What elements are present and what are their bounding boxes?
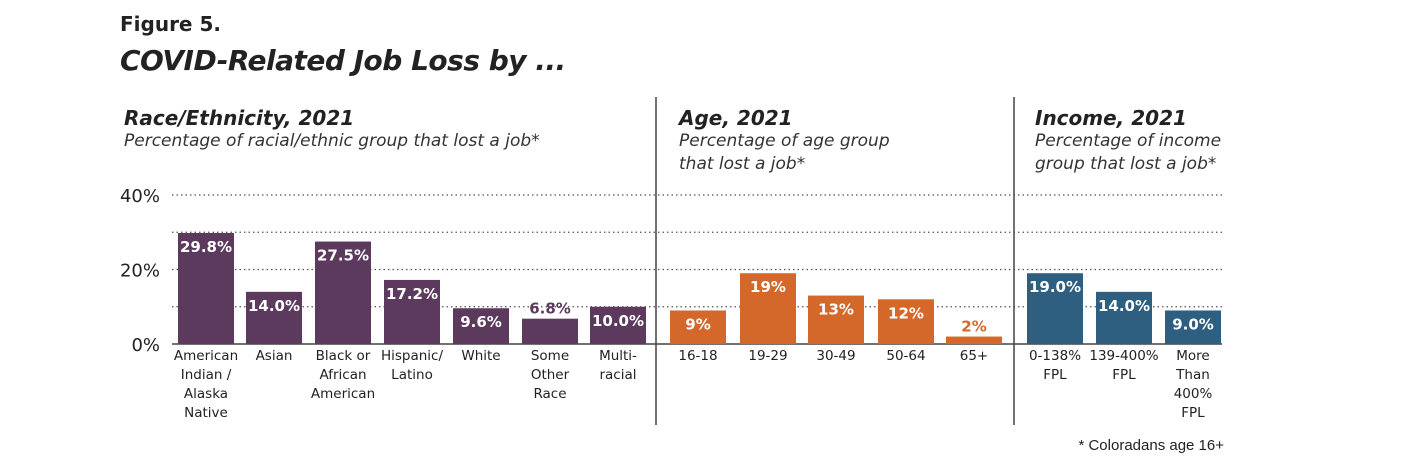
x-tick-label: 400% — [1174, 386, 1213, 402]
x-tick-label: Latino — [391, 367, 433, 383]
figure-label: Figure 5. — [120, 12, 221, 36]
age-panel-header: Age, 2021 Percentage of age group that l… — [679, 106, 890, 176]
bar — [808, 295, 864, 344]
footnote: * Coloradans age 16+ — [1078, 437, 1224, 454]
x-tick-label: American — [311, 386, 375, 402]
age-panel-title: Age, 2021 — [679, 106, 793, 130]
data-label: 12% — [888, 304, 924, 322]
race-panel-title: Race/Ethnicity, 2021 — [124, 106, 355, 130]
bar — [1027, 273, 1083, 344]
data-label: 27.5% — [317, 247, 369, 265]
bar — [878, 299, 934, 344]
bar — [453, 308, 509, 344]
x-tick-label: FPL — [1181, 405, 1205, 421]
x-tick-label: 65+ — [960, 348, 989, 364]
income-panel-subtitle-line-2: group that lost a job* — [1035, 154, 1217, 174]
x-tick-label: African — [319, 367, 366, 383]
data-label: 13% — [818, 301, 854, 319]
bar — [1096, 291, 1152, 344]
x-tick-label: FPL — [1112, 367, 1136, 383]
x-tick-label: Than — [1175, 367, 1210, 383]
data-label: 14.0% — [1098, 297, 1150, 315]
age-panel-subtitle-line-1: Percentage of age group — [679, 131, 890, 151]
data-label: 9.0% — [1172, 315, 1214, 333]
x-tick-label: Hispanic/ — [381, 348, 444, 364]
x-tick-label: Asian — [256, 348, 293, 364]
data-label: 19% — [750, 278, 786, 296]
data-label: 17.2% — [386, 285, 438, 303]
data-label: 14.0% — [248, 297, 300, 315]
bar — [246, 291, 302, 344]
bar — [670, 310, 726, 344]
x-tick-label: 0-138% — [1029, 348, 1081, 364]
race-panel-subtitle: Percentage of racial/ethnic group that l… — [124, 131, 540, 151]
x-tick-label: Multi- — [599, 348, 637, 364]
bar — [178, 232, 234, 344]
x-tick-label: Indian / — [181, 367, 232, 383]
bar — [740, 273, 796, 344]
race-panel-header: Race/Ethnicity, 2021 Percentage of racia… — [124, 106, 540, 153]
data-label: 29.8% — [180, 238, 232, 256]
bar — [590, 306, 646, 344]
x-tick-label: Some — [531, 348, 569, 364]
data-label: 6.8% — [529, 300, 571, 318]
x-tick-label: FPL — [1043, 367, 1067, 383]
x-tick-label: Native — [184, 405, 228, 421]
y-tick-label: 40% — [120, 186, 160, 207]
bar — [315, 241, 371, 344]
income-panel-header: Income, 2021 Percentage of income group … — [1035, 106, 1221, 176]
x-tick-label: 50-64 — [886, 348, 925, 364]
data-label: 19.0% — [1029, 278, 1081, 296]
bar — [946, 336, 1002, 344]
x-tick-label: More — [1176, 348, 1209, 364]
data-label: 9% — [685, 315, 710, 333]
income-panel-subtitle-line-1: Percentage of income — [1035, 131, 1222, 151]
y-tick-label: 0% — [131, 335, 160, 356]
x-tick-label: Alaska — [184, 386, 228, 402]
age-panel-subtitle-line-2: that lost a job* — [679, 154, 806, 174]
bar — [384, 279, 440, 344]
y-tick-label: 20% — [120, 261, 160, 282]
chart-title: COVID-Related Job Loss by ... — [120, 44, 566, 77]
data-label: 2% — [961, 318, 986, 336]
x-tick-label: White — [461, 348, 500, 364]
x-tick-label: 139-400% — [1089, 348, 1158, 364]
data-label: 10.0% — [592, 312, 644, 330]
x-tick-label: racial — [599, 367, 636, 383]
x-tick-label: 19-29 — [748, 348, 787, 364]
data-label: 9.6% — [460, 313, 502, 331]
bar — [1165, 310, 1221, 344]
x-tick-label: American — [174, 348, 238, 364]
bar — [522, 318, 578, 344]
x-tick-label: 16-18 — [678, 348, 717, 364]
income-panel-title: Income, 2021 — [1035, 106, 1187, 130]
x-tick-label: Other — [531, 367, 570, 383]
x-tick-label: Black or — [316, 348, 371, 364]
x-tick-label: Race — [533, 386, 566, 402]
x-tick-label: 30-49 — [816, 348, 855, 364]
